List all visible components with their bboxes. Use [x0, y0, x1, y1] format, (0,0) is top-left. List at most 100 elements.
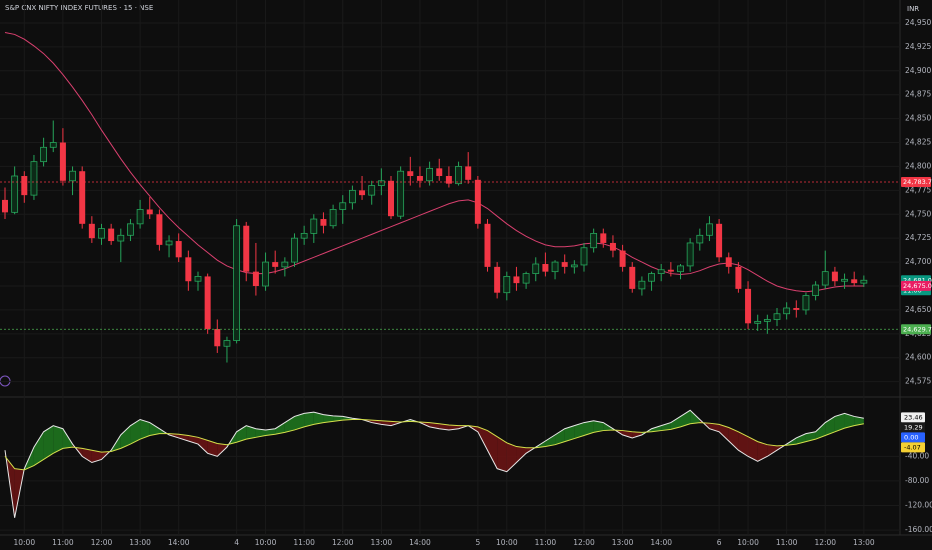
- x-tick-label: 13:00: [129, 538, 151, 547]
- x-tick-label: 10:00: [737, 538, 759, 547]
- fill-area: [767, 444, 777, 457]
- fill-area: [487, 430, 498, 469]
- fill-area: [188, 435, 198, 445]
- candle-body: [185, 257, 192, 282]
- fill-area: [680, 410, 691, 427]
- price-label: 24,675.07: [903, 282, 932, 290]
- fill-area: [62, 428, 73, 449]
- candle-body: [542, 264, 549, 272]
- fill-area: [304, 412, 314, 427]
- fill-area: [82, 448, 92, 463]
- candle-body: [339, 202, 347, 210]
- y-tick-label: 24,850.00: [905, 114, 932, 123]
- candle-body: [445, 176, 452, 184]
- fill-area: [265, 428, 276, 436]
- candle-body: [243, 225, 250, 272]
- candle-body: [619, 250, 626, 267]
- candle-body: [223, 340, 231, 347]
- value-label: 23.46: [904, 413, 923, 421]
- x-tick-label: 12:00: [91, 538, 113, 547]
- y-tick-label: 24,825.00: [905, 138, 932, 147]
- candle-body: [388, 180, 394, 217]
- value-label-box: [901, 422, 925, 433]
- y-tick-label: 24,950.00: [905, 18, 932, 27]
- fill-area: [53, 425, 63, 454]
- candle-body: [233, 225, 241, 341]
- candle-body: [735, 266, 742, 289]
- x-tick-label: 10:00: [13, 538, 35, 547]
- fill-area: [140, 419, 150, 440]
- candle-body: [21, 176, 28, 196]
- fill-area: [130, 419, 141, 445]
- x-tick-label: 6: [717, 538, 722, 547]
- y-tick-label: 24,725.00: [905, 233, 932, 242]
- fill-area: [545, 434, 556, 447]
- candle-body: [793, 308, 800, 310]
- candle-body: [821, 271, 829, 286]
- candle-body: [638, 280, 646, 290]
- x-tick-label: 14:00: [650, 538, 672, 547]
- price-label-box: [901, 324, 931, 335]
- y-tick-label: 24,750.00: [905, 209, 932, 218]
- fill-area: [632, 431, 642, 438]
- y-tick-label: 24,875.00: [905, 90, 932, 99]
- candle-body: [648, 273, 655, 282]
- fill-area: [709, 423, 720, 432]
- candle-body: [696, 234, 704, 244]
- value-label-box: [901, 412, 925, 423]
- y-tick-label: 24,600.00: [905, 353, 932, 362]
- candle-body: [465, 166, 472, 180]
- fill-area: [91, 450, 102, 463]
- fill-area: [728, 427, 739, 451]
- fill-area: [593, 420, 604, 433]
- y-tick-label: 24,925.00: [905, 42, 932, 51]
- fill-area: [207, 440, 218, 457]
- candle-body: [763, 319, 771, 322]
- candle-body: [503, 276, 511, 294]
- value-label: -4.07: [904, 443, 921, 451]
- fill-area: [670, 416, 681, 430]
- y-tick-label: 24,575.00: [905, 377, 932, 386]
- candle-body: [146, 209, 153, 215]
- candle-body: [59, 142, 66, 181]
- candle-body: [716, 223, 723, 258]
- candle-body: [522, 273, 530, 284]
- fill-area: [661, 422, 671, 431]
- fill-area: [33, 431, 44, 466]
- moving-average: [4, 32, 864, 293]
- fill-area: [294, 413, 305, 430]
- x-tick-label: 13:00: [612, 538, 634, 547]
- candle-body: [725, 257, 732, 267]
- candle-body: [397, 170, 405, 217]
- candle-body: [841, 278, 848, 282]
- fill-area: [574, 422, 584, 439]
- candle-body: [310, 218, 318, 234]
- candle-body: [513, 276, 520, 284]
- x-tick-label: 10:00: [255, 538, 277, 547]
- candle-body: [783, 307, 791, 315]
- y-tick-label: 24,775.00: [905, 185, 932, 194]
- candle-body: [88, 223, 95, 239]
- candle-body: [407, 171, 414, 176]
- currency: INR: [907, 5, 919, 13]
- candle-body: [348, 189, 356, 204]
- fill-area: [236, 425, 247, 443]
- candle-body: [416, 176, 423, 181]
- candle-body: [831, 271, 838, 282]
- candle-body: [377, 180, 385, 186]
- candle-body: [359, 190, 366, 196]
- candle-body: [320, 219, 327, 226]
- candle-body: [40, 146, 47, 163]
- candle-body: [580, 247, 588, 266]
- candle-body: [686, 242, 694, 267]
- fill-area: [198, 437, 208, 454]
- candle-body: [706, 223, 713, 236]
- fill-area: [439, 423, 449, 430]
- candle-body: [629, 266, 636, 289]
- value-label-box: [901, 442, 925, 453]
- fill-area: [323, 414, 334, 423]
- fill-area: [284, 416, 295, 433]
- candle-body: [484, 223, 491, 267]
- y-tick-label: 24,900.00: [905, 66, 932, 75]
